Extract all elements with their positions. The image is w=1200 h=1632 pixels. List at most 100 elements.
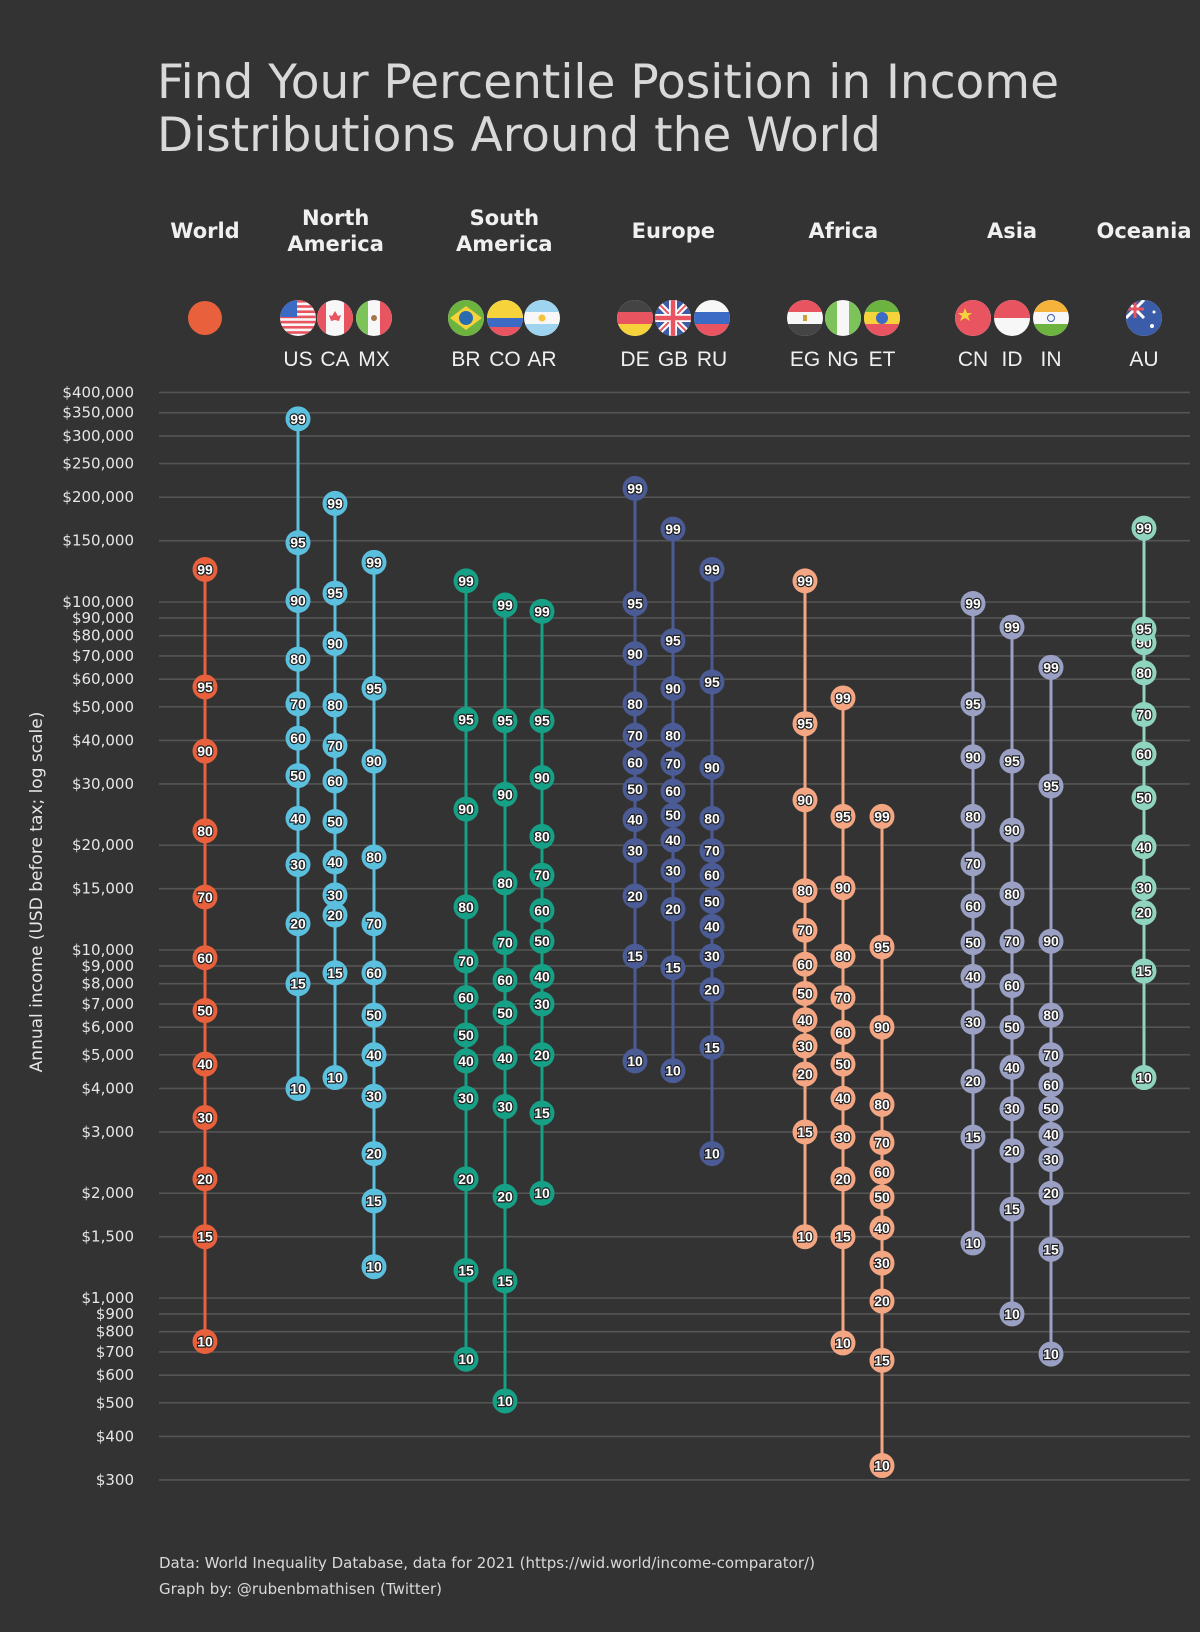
data-point [660,896,686,922]
data-point [830,1124,856,1150]
y-tick-label: $40,000 [72,731,134,749]
percentile-label: 80 [874,1096,890,1112]
data-point [285,852,311,878]
percentile-label: 50 [290,768,306,784]
percentile-label: 60 [1004,978,1020,994]
country-code-eg: EG [790,348,820,371]
percentile-label: 90 [197,743,213,759]
percentile-label: 10 [874,1458,890,1474]
percentile-label: 40 [704,918,720,934]
percentile-label: 50 [497,1005,513,1021]
data-point [660,858,686,884]
region-header-south-america: South [470,206,540,230]
percentile-label: 20 [874,1293,890,1309]
data-point [285,763,311,789]
data-point [361,960,387,986]
percentile-label: 60 [627,754,643,770]
percentile-label: 70 [704,843,720,859]
y-tick-label: $700 [96,1343,134,1361]
data-point [322,692,348,718]
data-point [492,708,518,734]
data-point [529,897,555,923]
data-point [453,1166,479,1192]
data-point [622,943,648,969]
percentile-label: 99 [197,561,213,577]
data-point [1038,1122,1064,1148]
data-point [830,1224,856,1250]
percentile-label: 99 [1136,520,1152,536]
world-dot-icon [188,301,222,335]
data-point [361,549,387,575]
percentile-label: 50 [627,781,643,797]
percentile-label: 95 [797,716,813,732]
data-point [660,1058,686,1084]
percentile-label: 10 [366,1259,382,1275]
series-ar: 10 15 20 30 40 50 60 70 80 90 95 99 [529,598,555,1206]
data-point [1038,1236,1064,1262]
data-point [492,967,518,993]
percentile-label: 99 [704,561,720,577]
y-tick-label: $80,000 [72,627,134,645]
data-point [322,882,348,908]
data-point [699,913,725,939]
series-eg: 10 15 20 30 40 50 60 70 80 90 95 99 [792,568,818,1250]
series-in: 10 15 20 30 40 50 60 70 80 90 95 99 [1038,654,1064,1367]
chart-title-line-1: Find Your Percentile Position in Income [157,55,1059,110]
percentile-label: 99 [965,596,981,612]
data-point [960,851,986,877]
percentile-label: 10 [197,1333,213,1349]
percentile-label: 80 [458,899,474,915]
percentile-label: 60 [965,898,981,914]
footer-source: Data: World Inequality Database, data fo… [159,1554,815,1572]
percentile-label: 60 [366,965,382,981]
y-tick-label: $1,500 [82,1228,135,1246]
series-world: 10 15 20 30 40 50 60 70 80 90 95 99 [192,556,218,1354]
de-flag-icon [617,300,653,336]
data-point [1131,660,1157,686]
data-point [830,1166,856,1192]
data-point [869,803,895,829]
data-point [660,516,686,542]
percentile-label: 95 [704,674,720,690]
data-point [285,725,311,751]
percentile-label: 90 [1004,822,1020,838]
percentile-label: 40 [1004,1059,1020,1075]
data-point [453,948,479,974]
data-point [699,838,725,864]
footer-credit: Graph by: @rubenbmathisen (Twitter) [159,1580,442,1598]
series-de: 10 15 20 30 40 50 60 70 80 90 95 99 [622,475,648,1074]
data-point [192,738,218,764]
percentile-label: 95 [366,680,382,696]
percentile-label: 10 [965,1235,981,1251]
data-point [453,1346,479,1372]
data-point [660,802,686,828]
data-point [660,628,686,654]
mx-flag-icon [356,300,392,336]
data-point [1131,834,1157,860]
percentile-label: 99 [534,603,550,619]
region-header-europe: Europe [632,219,715,243]
data-point [869,1159,895,1185]
y-tick-label: $15,000 [72,880,134,898]
percentile-label: 70 [197,889,213,905]
id-flag-icon [994,300,1030,336]
percentile-label: 20 [965,1073,981,1089]
percentile-label: 20 [704,982,720,998]
data-point [322,1065,348,1091]
percentile-label: 70 [327,737,343,753]
percentile-label: 90 [835,880,851,896]
percentile-label: 40 [965,968,981,984]
data-point [1038,1096,1064,1122]
data-point [361,748,387,774]
data-point [322,630,348,656]
percentile-label: 90 [1043,933,1059,949]
percentile-label: 50 [797,985,813,1001]
percentile-label: 90 [458,801,474,817]
data-point [830,1085,856,1111]
data-point [361,1141,387,1167]
country-code-br: BR [451,348,480,371]
data-point [453,894,479,920]
data-point [869,1453,895,1479]
data-point [322,732,348,758]
